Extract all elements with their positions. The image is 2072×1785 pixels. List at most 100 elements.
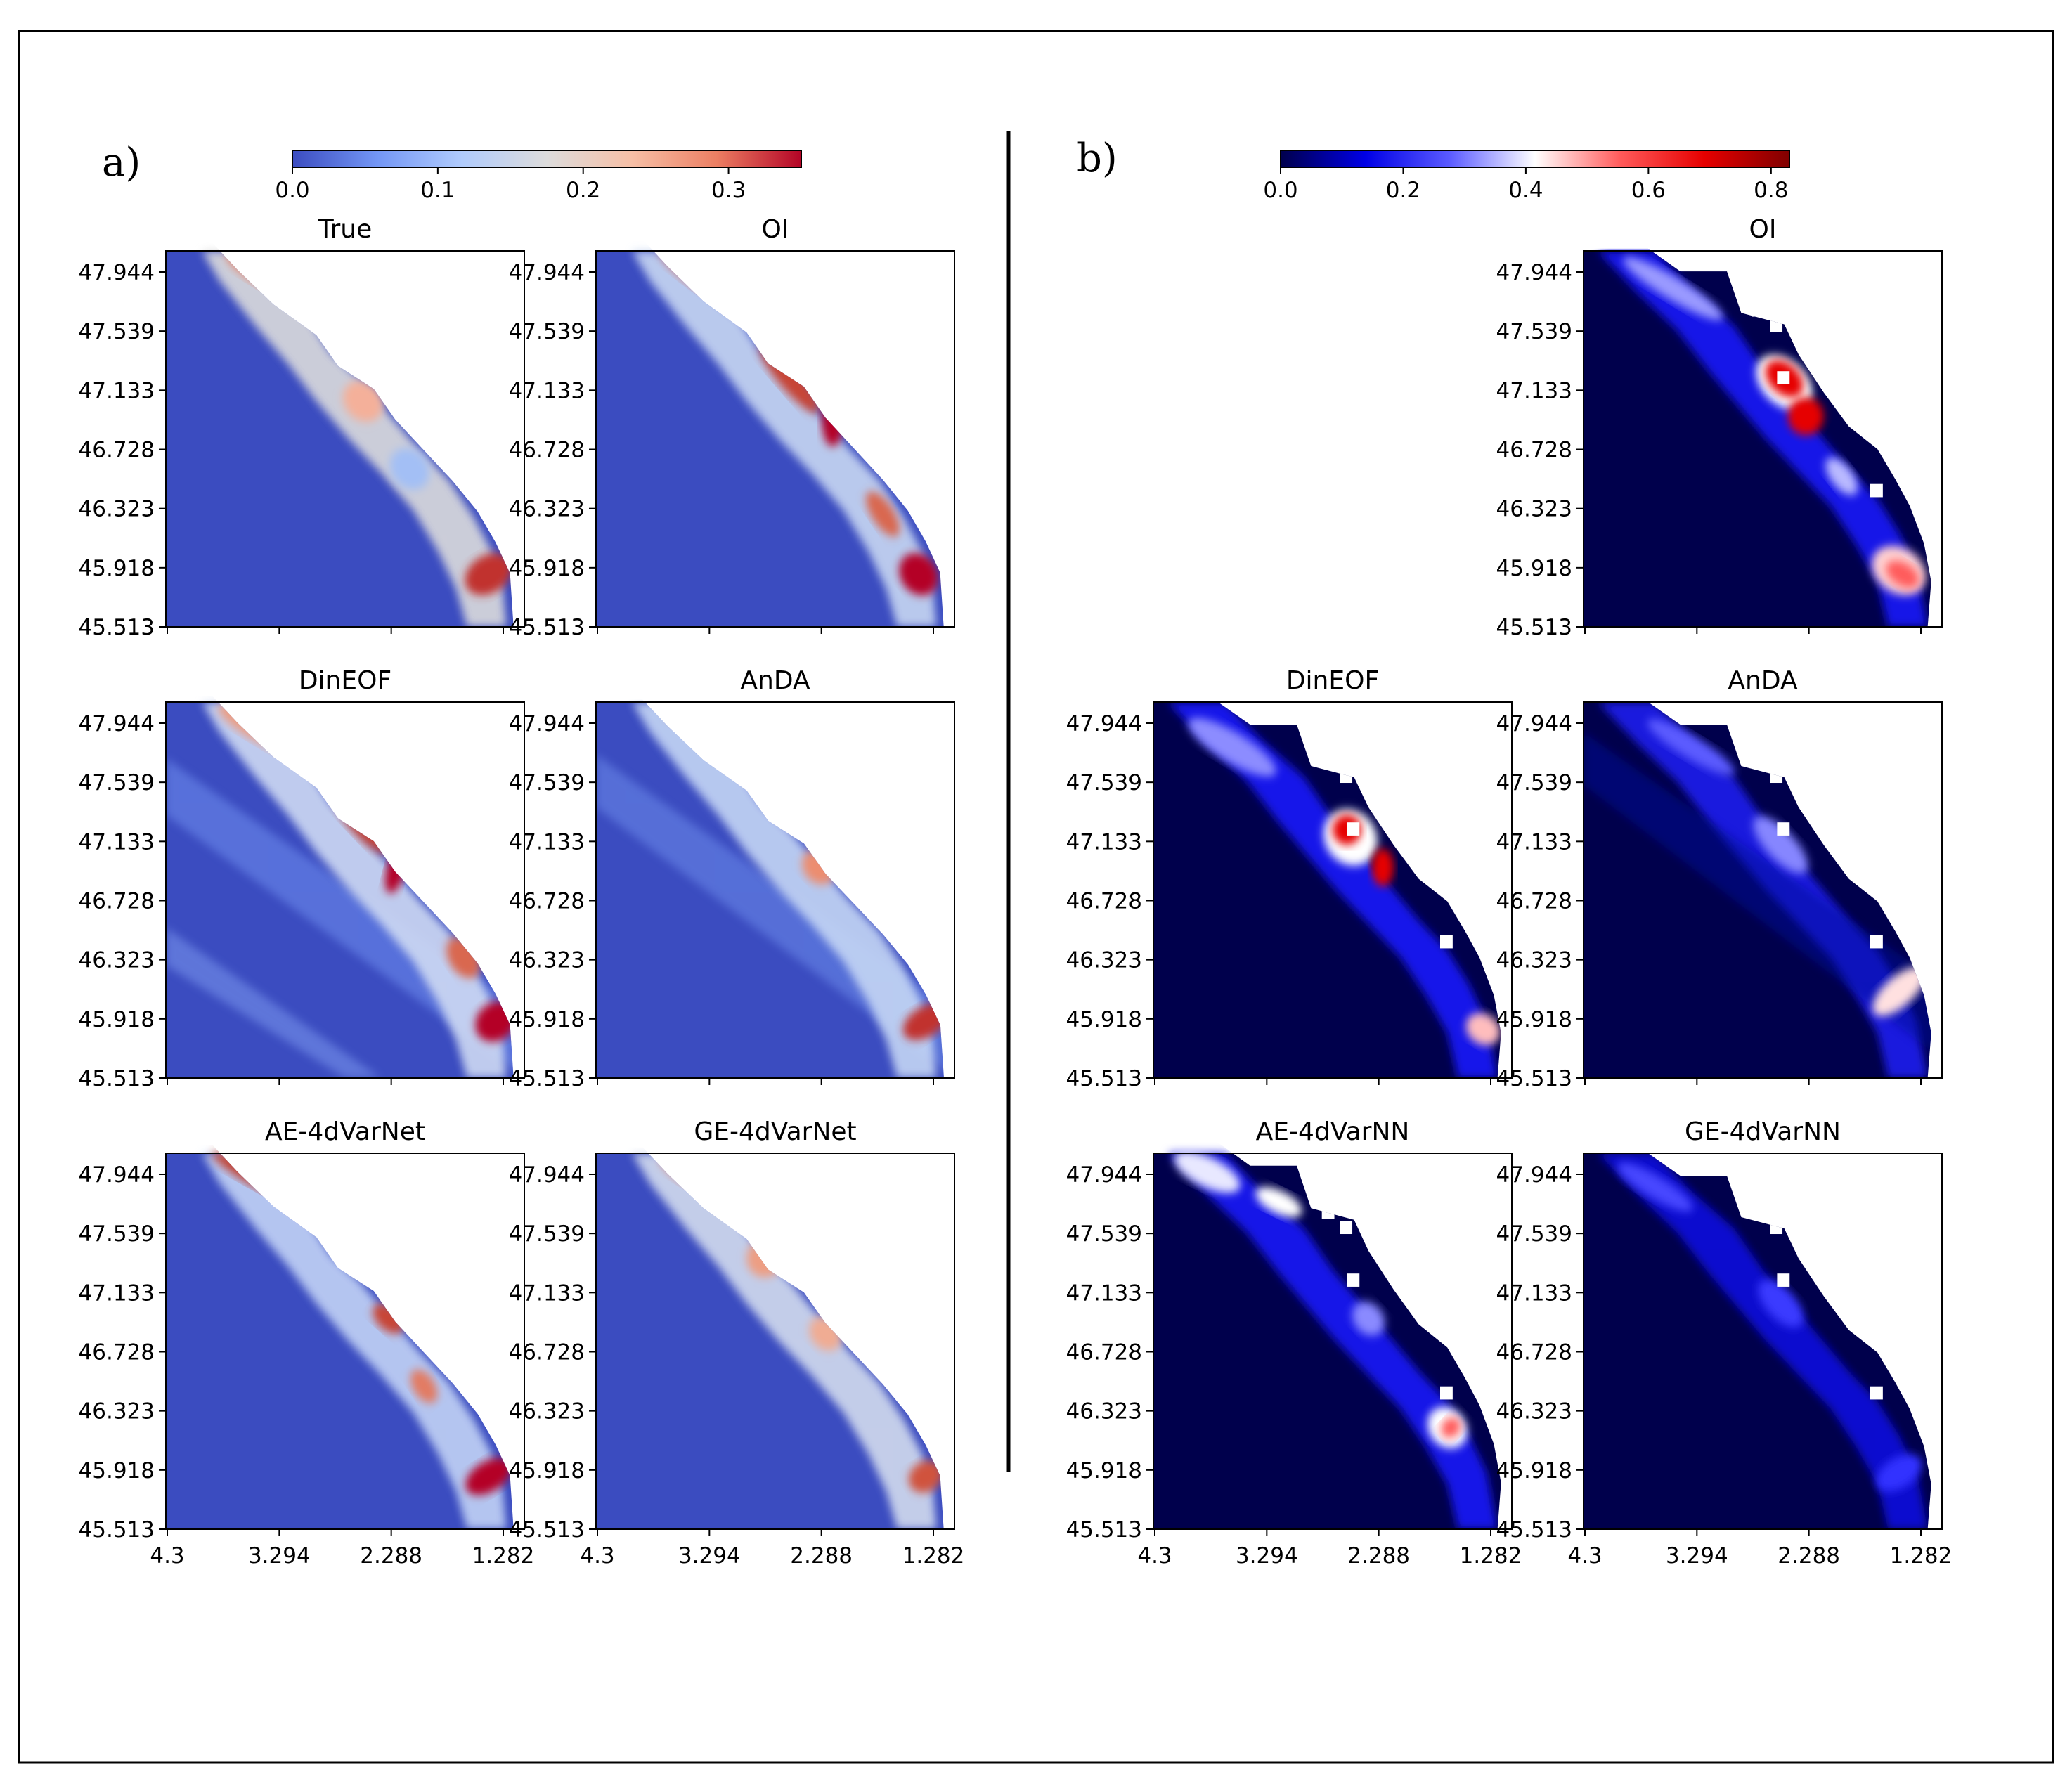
y-tick-label: 47.944 — [509, 1162, 585, 1188]
colorbar-tick-label: 0.0 — [275, 178, 309, 203]
y-tick-label: 46.728 — [509, 438, 585, 463]
map-frame — [595, 1153, 955, 1530]
y-tick-label: 46.728 — [509, 889, 585, 914]
panel-label: a) — [102, 140, 141, 186]
y-tick-label: 47.539 — [1066, 1221, 1142, 1247]
map-title: GE-4dVarNN — [1685, 1117, 1841, 1146]
x-tick-label: 3.294 — [248, 1543, 311, 1569]
y-tick-label: 47.539 — [509, 770, 585, 796]
y-tick-label: 47.133 — [509, 1280, 585, 1306]
y-tick-label: 46.728 — [79, 889, 155, 914]
colorbar-tick-label: 0.6 — [1631, 178, 1666, 203]
y-tick-label: 45.513 — [79, 615, 155, 640]
y-tick-label: 47.539 — [79, 319, 155, 344]
map-frame — [1583, 701, 1943, 1079]
map-frame — [595, 250, 955, 628]
y-tick-label: 45.513 — [509, 615, 585, 640]
colorbar-tick-label: 0.4 — [1508, 178, 1543, 203]
colorbar-gradient — [292, 150, 802, 168]
y-tick-label: 47.133 — [1496, 378, 1572, 403]
y-tick-label: 47.539 — [1066, 770, 1142, 796]
y-tick-label: 46.728 — [1496, 889, 1572, 914]
y-tick-label: 47.539 — [1496, 1221, 1572, 1247]
x-tick-label: 2.288 — [1778, 1543, 1840, 1569]
y-tick-label: 47.133 — [1496, 829, 1572, 855]
map-frame — [1153, 1153, 1513, 1530]
y-tick-label: 45.918 — [1066, 1458, 1142, 1484]
x-tick-label: 4.3 — [150, 1543, 184, 1569]
x-tick-label: 1.282 — [1890, 1543, 1953, 1569]
map-title: AE-4dVarNet — [265, 1117, 425, 1146]
y-tick-label: 45.513 — [79, 1066, 155, 1091]
colorbar-tick-label: 0.2 — [566, 178, 600, 203]
y-tick-label: 45.513 — [79, 1517, 155, 1543]
y-tick-label: 46.323 — [79, 1399, 155, 1424]
y-tick-label: 47.539 — [79, 770, 155, 796]
y-tick-label: 47.133 — [79, 378, 155, 403]
colorbar: 0.0 0.2 0.4 0.6 0.8 — [1263, 150, 1790, 203]
map-title: GE-4dVarNet — [694, 1117, 856, 1146]
colorbar-tick-label: 0.2 — [1386, 178, 1420, 203]
y-tick-label: 46.728 — [79, 1340, 155, 1365]
y-tick-label: 46.323 — [79, 497, 155, 522]
map-title: True — [318, 215, 372, 244]
y-tick-label: 47.944 — [1066, 711, 1142, 736]
y-tick-label: 45.918 — [509, 1007, 585, 1032]
y-tick-label: 46.728 — [1066, 889, 1142, 914]
x-tick-label: 4.3 — [1137, 1543, 1172, 1569]
y-tick-label: 45.513 — [1496, 1517, 1572, 1543]
colorbar-tick-label: 0.8 — [1754, 178, 1788, 203]
y-tick-label: 47.539 — [79, 1221, 155, 1247]
y-tick-label: 46.323 — [1066, 948, 1142, 973]
x-tick-label: 3.294 — [1666, 1543, 1728, 1569]
y-tick-label: 47.133 — [79, 1280, 155, 1306]
y-tick-label: 45.918 — [1496, 1007, 1572, 1032]
y-tick-label: 46.323 — [79, 948, 155, 973]
y-tick-label: 47.539 — [1496, 319, 1572, 344]
y-tick-label: 46.323 — [1496, 497, 1572, 522]
map-title: AnDA — [1728, 666, 1798, 695]
x-tick-label: 2.288 — [1347, 1543, 1410, 1569]
x-tick-label: 3.294 — [1236, 1543, 1298, 1569]
y-tick-label: 47.944 — [509, 260, 585, 285]
y-tick-label: 47.539 — [509, 1221, 585, 1247]
y-tick-label: 47.539 — [509, 319, 585, 344]
y-tick-label: 45.918 — [1066, 1007, 1142, 1032]
x-tick-label: 4.3 — [1567, 1543, 1602, 1569]
y-tick-label: 47.133 — [1066, 829, 1142, 855]
x-tick-label: 2.288 — [790, 1543, 853, 1569]
y-tick-label: 47.133 — [509, 378, 585, 403]
y-tick-label: 47.944 — [1496, 260, 1572, 285]
y-tick-label: 46.728 — [1496, 1340, 1572, 1365]
map-frame — [165, 701, 525, 1079]
map-frame — [1153, 701, 1513, 1079]
y-tick-label: 45.918 — [79, 556, 155, 581]
colorbar-tick-label: 0.3 — [711, 178, 746, 203]
y-tick-label: 45.918 — [509, 1458, 585, 1484]
map-title: DinEOF — [1286, 666, 1379, 695]
x-tick-label: 4.3 — [580, 1543, 614, 1569]
y-tick-label: 47.944 — [1496, 1162, 1572, 1188]
y-tick-label: 45.513 — [509, 1517, 585, 1543]
y-tick-label: 45.918 — [509, 556, 585, 581]
y-tick-label: 45.513 — [1066, 1066, 1142, 1091]
y-tick-label: 46.323 — [1066, 1399, 1142, 1424]
map-frame — [165, 1153, 525, 1530]
y-tick-label: 45.513 — [1496, 615, 1572, 640]
y-tick-label: 47.133 — [79, 829, 155, 855]
y-tick-label: 45.918 — [79, 1458, 155, 1484]
map-title: AE-4dVarNN — [1256, 1117, 1410, 1146]
map-frame — [165, 250, 525, 628]
y-tick-label: 46.323 — [509, 497, 585, 522]
panel-label: b) — [1077, 136, 1118, 181]
y-tick-label: 45.513 — [509, 1066, 585, 1091]
x-tick-label: 2.288 — [360, 1543, 422, 1569]
y-tick-label: 45.918 — [1496, 556, 1572, 581]
map-title: OI — [1749, 215, 1777, 244]
map-frame — [595, 701, 955, 1079]
y-tick-label: 45.513 — [1066, 1517, 1142, 1543]
y-tick-label: 47.133 — [1066, 1280, 1142, 1306]
map-title: OI — [762, 215, 789, 244]
x-tick-label: 3.294 — [678, 1543, 741, 1569]
